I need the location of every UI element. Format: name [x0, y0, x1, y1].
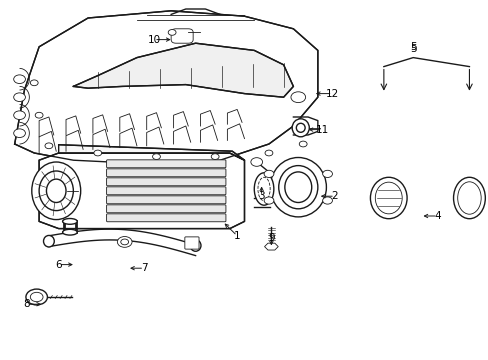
FancyBboxPatch shape	[106, 196, 225, 204]
Circle shape	[14, 111, 25, 120]
Circle shape	[45, 143, 53, 149]
Ellipse shape	[190, 240, 201, 251]
Circle shape	[94, 150, 102, 156]
Ellipse shape	[39, 171, 73, 211]
Ellipse shape	[258, 177, 270, 201]
FancyBboxPatch shape	[184, 237, 199, 249]
Circle shape	[14, 129, 25, 138]
Circle shape	[250, 158, 262, 166]
Polygon shape	[73, 43, 293, 97]
Circle shape	[26, 289, 47, 305]
Circle shape	[290, 92, 305, 103]
Ellipse shape	[452, 177, 484, 219]
Ellipse shape	[269, 158, 326, 217]
Circle shape	[35, 112, 43, 118]
Circle shape	[30, 80, 38, 86]
Text: 2: 2	[331, 191, 338, 201]
Ellipse shape	[43, 235, 54, 247]
Text: 11: 11	[315, 125, 329, 135]
Text: 7: 7	[141, 263, 147, 273]
Ellipse shape	[375, 182, 401, 214]
Ellipse shape	[46, 179, 66, 202]
Text: 1: 1	[233, 231, 240, 241]
Circle shape	[168, 30, 176, 35]
FancyBboxPatch shape	[106, 205, 225, 213]
Text: 9: 9	[267, 233, 274, 243]
FancyBboxPatch shape	[106, 160, 225, 168]
Ellipse shape	[32, 162, 81, 220]
Circle shape	[264, 150, 272, 156]
Polygon shape	[264, 243, 278, 250]
Ellipse shape	[254, 173, 273, 205]
Ellipse shape	[62, 229, 77, 235]
Text: 3: 3	[258, 191, 264, 201]
Circle shape	[121, 239, 128, 245]
Circle shape	[30, 292, 43, 302]
Circle shape	[322, 170, 332, 177]
Text: 8: 8	[23, 299, 30, 309]
FancyBboxPatch shape	[106, 214, 225, 222]
Circle shape	[14, 75, 25, 84]
Text: 6: 6	[55, 260, 62, 270]
Circle shape	[264, 170, 273, 177]
Ellipse shape	[370, 177, 406, 219]
Polygon shape	[39, 153, 244, 229]
Circle shape	[299, 141, 306, 147]
FancyBboxPatch shape	[171, 29, 193, 43]
Text: 12: 12	[325, 89, 339, 99]
Circle shape	[117, 237, 132, 247]
Circle shape	[264, 197, 273, 204]
Polygon shape	[59, 145, 244, 160]
Ellipse shape	[278, 166, 317, 209]
FancyBboxPatch shape	[106, 187, 225, 195]
Ellipse shape	[291, 119, 308, 137]
Circle shape	[211, 154, 219, 159]
Circle shape	[14, 93, 25, 102]
FancyBboxPatch shape	[106, 178, 225, 186]
Circle shape	[152, 154, 160, 159]
Text: 5: 5	[409, 44, 416, 54]
Ellipse shape	[457, 182, 480, 214]
Polygon shape	[15, 11, 317, 164]
Text: 4: 4	[433, 211, 440, 221]
Ellipse shape	[62, 219, 77, 224]
Ellipse shape	[284, 172, 311, 202]
FancyBboxPatch shape	[106, 169, 225, 177]
Circle shape	[322, 197, 332, 204]
Text: 10: 10	[147, 35, 160, 45]
Text: 5: 5	[409, 42, 416, 52]
Ellipse shape	[296, 123, 305, 132]
